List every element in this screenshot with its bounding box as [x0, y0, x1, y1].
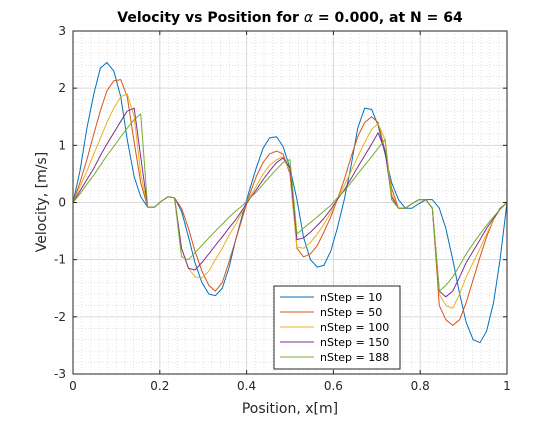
- x-axis-label: Position, x[m]: [242, 401, 338, 417]
- x-tick-label: 0.4: [237, 379, 256, 393]
- legend: nStep = 10 nStep = 50 nStep = 100 nStep = 1…: [273, 285, 401, 370]
- y-tick-label: 0: [58, 196, 66, 210]
- y-tick-label: -1: [54, 253, 66, 267]
- y-tick-label: 1: [58, 138, 66, 152]
- legend-label-1: nStep = 10: [320, 291, 382, 304]
- y-axis-label: Velocity, [m/s]: [34, 152, 50, 252]
- legend-label-4: nStep = 150: [320, 336, 389, 349]
- x-tick-label: 1: [503, 379, 511, 393]
- y-tick-label: 3: [58, 24, 66, 38]
- y-tick-label: -3: [54, 367, 66, 381]
- chart-title-symbol: α: [304, 10, 314, 26]
- series-layer: [72, 61, 508, 344]
- y-tick-label: 2: [58, 81, 66, 95]
- tick-layer: 0 0.2 0.4 0.6 0.8 1 -3 -2 -1 0 1 2 3: [54, 24, 511, 393]
- chart-title-prefix: Velocity vs Position for: [117, 10, 304, 26]
- x-tick-label: 0.6: [324, 379, 343, 393]
- series-line-5: [72, 113, 508, 292]
- legend-label-2: nStep = 50: [320, 306, 382, 319]
- chart-title-suffix: = 0.000, at N = 64: [313, 10, 463, 26]
- chart-title: Velocity vs Position for α = 0.000, at N…: [117, 10, 463, 26]
- x-tick-label: 0.2: [150, 379, 169, 393]
- x-tick-label: 0.8: [411, 379, 430, 393]
- legend-label-3: nStep = 100: [320, 321, 389, 334]
- x-tick-label: 0: [69, 379, 77, 393]
- legend-label-5: nStep = 188: [320, 351, 389, 364]
- y-tick-label: -2: [54, 310, 66, 324]
